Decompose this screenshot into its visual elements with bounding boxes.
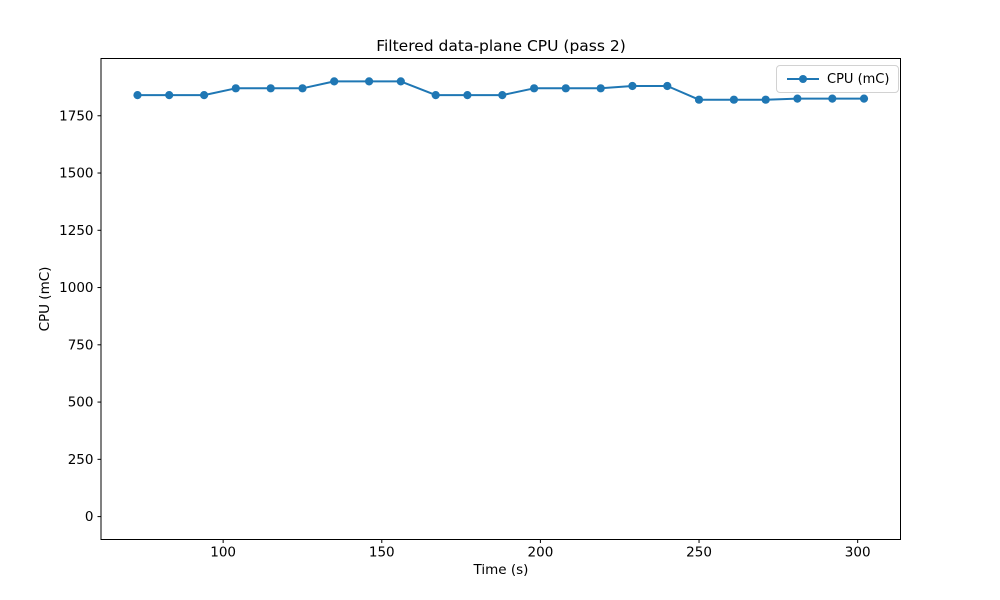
legend-line-marker-icon xyxy=(787,75,819,83)
series-marker xyxy=(133,91,142,100)
y-tick-label: 1000 xyxy=(59,280,93,296)
y-tick-label: 1250 xyxy=(59,223,93,239)
x-tick-label: 300 xyxy=(845,545,871,561)
series-marker xyxy=(793,94,802,103)
legend-label: CPU (mC) xyxy=(827,71,890,87)
series-marker xyxy=(463,91,472,100)
chart-title: Filtered data-plane CPU (pass 2) xyxy=(376,37,626,55)
series-marker xyxy=(330,77,339,86)
series-marker xyxy=(431,91,440,100)
x-axis-label: Time (s) xyxy=(473,562,529,578)
series-marker xyxy=(298,84,307,93)
y-tick-label: 500 xyxy=(68,395,94,411)
series-marker xyxy=(396,77,405,86)
series-marker xyxy=(663,81,672,91)
series-marker xyxy=(828,94,837,103)
y-axis-label: CPU (mC) xyxy=(37,266,53,332)
series-marker xyxy=(761,95,770,104)
x-tick-label: 250 xyxy=(686,545,712,561)
series-marker xyxy=(859,94,869,103)
series-marker xyxy=(628,81,637,91)
y-tick-label: 0 xyxy=(85,509,94,525)
series-marker xyxy=(365,77,374,86)
series-marker xyxy=(561,84,570,93)
y-tick-label: 250 xyxy=(68,452,94,468)
y-tick-label: 1500 xyxy=(59,166,93,182)
series-marker xyxy=(498,91,507,100)
axes-frame xyxy=(100,58,901,540)
y-tick-label: 750 xyxy=(68,337,94,353)
y-tick-label: 1750 xyxy=(59,108,93,124)
series-marker xyxy=(729,95,739,104)
legend: CPU (mC) xyxy=(776,65,899,93)
series-marker xyxy=(266,84,275,93)
series-marker xyxy=(694,95,704,104)
x-tick-label: 100 xyxy=(210,545,236,561)
x-tick-label: 150 xyxy=(369,545,395,561)
x-tick-label: 200 xyxy=(528,545,554,561)
series-marker xyxy=(165,91,174,100)
series-marker xyxy=(200,91,209,100)
series-marker xyxy=(596,84,605,93)
series-marker xyxy=(530,84,539,93)
series-marker xyxy=(231,84,240,93)
